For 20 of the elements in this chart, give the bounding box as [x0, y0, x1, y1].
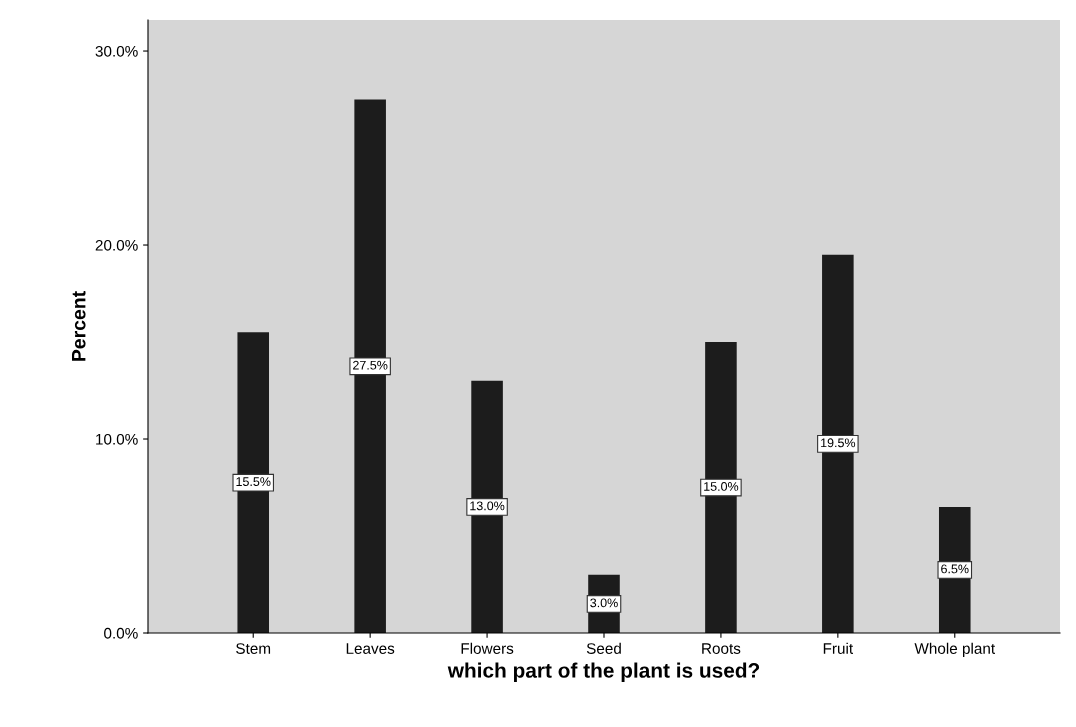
y-tick-label: 20.0%: [95, 239, 138, 251]
data-label: 15.0%: [704, 482, 739, 491]
x-tick-label: Stem: [236, 643, 271, 654]
x-tick-label: Flowers: [461, 642, 514, 654]
data-label: 27.5%: [353, 360, 388, 370]
data-label: 13.0%: [470, 501, 505, 511]
data-label: 19.5%: [821, 438, 856, 448]
data-label: 15.5%: [236, 477, 271, 487]
x-tick-label: Roots: [702, 643, 741, 654]
y-tick-label: 0.0%: [104, 627, 138, 639]
data-label: 3.0%: [590, 598, 618, 608]
x-axis-title: which part of the plant is used?: [447, 662, 760, 682]
data-label: 6.5%: [941, 564, 969, 574]
x-tick-label: Whole plant: [914, 642, 995, 657]
x-tick-label: Leaves: [346, 643, 395, 654]
y-tick-label: 10.0%: [96, 433, 138, 445]
y-axis-title: Percent: [71, 291, 86, 361]
x-tick-label: Fruit: [823, 642, 854, 654]
x-tick-label: Seed: [586, 642, 621, 654]
y-tick-label: 30.0%: [95, 45, 138, 57]
